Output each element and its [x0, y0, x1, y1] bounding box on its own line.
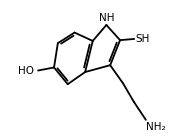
Text: SH: SH [135, 34, 150, 44]
Text: NH₂: NH₂ [146, 122, 165, 132]
Text: NH: NH [99, 13, 114, 23]
Text: HO: HO [18, 66, 34, 75]
